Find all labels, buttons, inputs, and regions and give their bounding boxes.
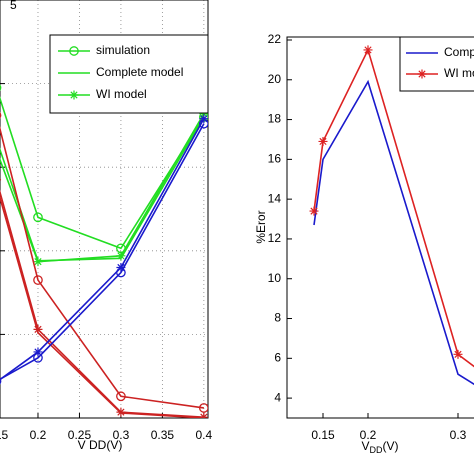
series-line bbox=[0, 96, 205, 250]
y-axis-label: %Eror bbox=[254, 210, 268, 243]
x-tick-label: 0.15 bbox=[0, 428, 9, 442]
chart: 0.15 0.2 0.25 0.3 0.35 0.4 simulation Complete … bbox=[0, 0, 213, 452]
y-tick-label: 16 bbox=[268, 152, 282, 166]
star-marker bbox=[33, 257, 43, 267]
y-tick-label: 18 bbox=[268, 112, 282, 126]
x-axis-label-part: V bbox=[361, 439, 369, 453]
x-tick-label: 0.3 bbox=[113, 428, 130, 442]
star-marker bbox=[318, 136, 328, 146]
legend-box bbox=[399, 36, 474, 92]
star-marker bbox=[33, 347, 43, 357]
circle-marker bbox=[116, 391, 126, 402]
legend-label: simulation bbox=[96, 43, 150, 57]
x-tick-label: 0.4 bbox=[196, 428, 213, 442]
x-tick-label: 0.25 bbox=[68, 428, 92, 442]
plot-frame bbox=[286, 36, 474, 419]
star-marker bbox=[33, 324, 43, 334]
x-axis-label-part: DD bbox=[370, 445, 383, 455]
star-marker bbox=[116, 263, 126, 273]
x-axis-label-part: (V) bbox=[383, 439, 399, 453]
circle-marker bbox=[69, 46, 79, 56]
star-marker bbox=[453, 349, 463, 359]
plot-area bbox=[0, 84, 208, 418]
series-line bbox=[0, 118, 205, 381]
x-axis-label: VDD(V) bbox=[361, 439, 398, 455]
plot-frame bbox=[0, 0, 209, 419]
series-line bbox=[0, 116, 205, 262]
star-marker bbox=[199, 412, 208, 418]
circle-marker bbox=[33, 275, 43, 285]
star-marker bbox=[363, 45, 373, 55]
y-tick-label: 22 bbox=[268, 32, 282, 46]
plot-area bbox=[309, 45, 474, 386]
y-tick-label: 8 bbox=[274, 311, 281, 325]
circle-marker bbox=[0, 84, 2, 92]
circle-marker bbox=[0, 377, 2, 385]
star-marker bbox=[116, 251, 126, 261]
star-marker bbox=[199, 109, 208, 119]
y-tick-label: 6 bbox=[274, 350, 281, 364]
y-tick-label: 10 bbox=[268, 271, 282, 285]
series-line bbox=[0, 195, 204, 418]
y-tick-label: 12 bbox=[268, 231, 282, 245]
series-line bbox=[0, 125, 204, 409]
y-tick-label: 14 bbox=[268, 191, 282, 205]
star-marker bbox=[199, 114, 208, 124]
series-line bbox=[0, 113, 205, 263]
legend-label: Complete model bbox=[96, 65, 183, 79]
series-line bbox=[313, 47, 474, 368]
series-line bbox=[313, 79, 474, 386]
legend-label: WI model bbox=[96, 87, 147, 101]
x-tick-label: 0.2 bbox=[30, 428, 47, 442]
chart: 0.15 0.2 0.3 4 6 8 10 12 14 16 18 20 22 Complete mode… bbox=[254, 32, 474, 455]
series-line bbox=[0, 189, 204, 418]
charts: 0.150.20.250.30.350.4simulationComplete … bbox=[0, 0, 474, 455]
x-axis-label-part: V DD(V) bbox=[78, 438, 123, 452]
circle-marker bbox=[0, 111, 2, 119]
legend-label: WI model bbox=[444, 66, 474, 80]
y-tick-label: 4 bbox=[274, 390, 281, 404]
x-axis-label: V DD(V) bbox=[78, 438, 123, 452]
x-tick-label: 0.2 bbox=[360, 428, 377, 442]
y-tick-label: 20 bbox=[268, 72, 282, 86]
star-marker bbox=[309, 206, 319, 216]
star-marker bbox=[417, 69, 427, 79]
series-line bbox=[0, 123, 205, 381]
axis-exponent: 5 bbox=[10, 0, 17, 12]
legend-label: Complete model bbox=[444, 45, 474, 59]
x-tick-label: 0.15 bbox=[311, 428, 335, 442]
circle-marker bbox=[199, 403, 208, 413]
circle-marker bbox=[33, 212, 43, 223]
x-tick-label: 0.35 bbox=[151, 428, 175, 442]
x-tick-label: 0.3 bbox=[450, 428, 467, 442]
star-marker bbox=[69, 90, 79, 100]
